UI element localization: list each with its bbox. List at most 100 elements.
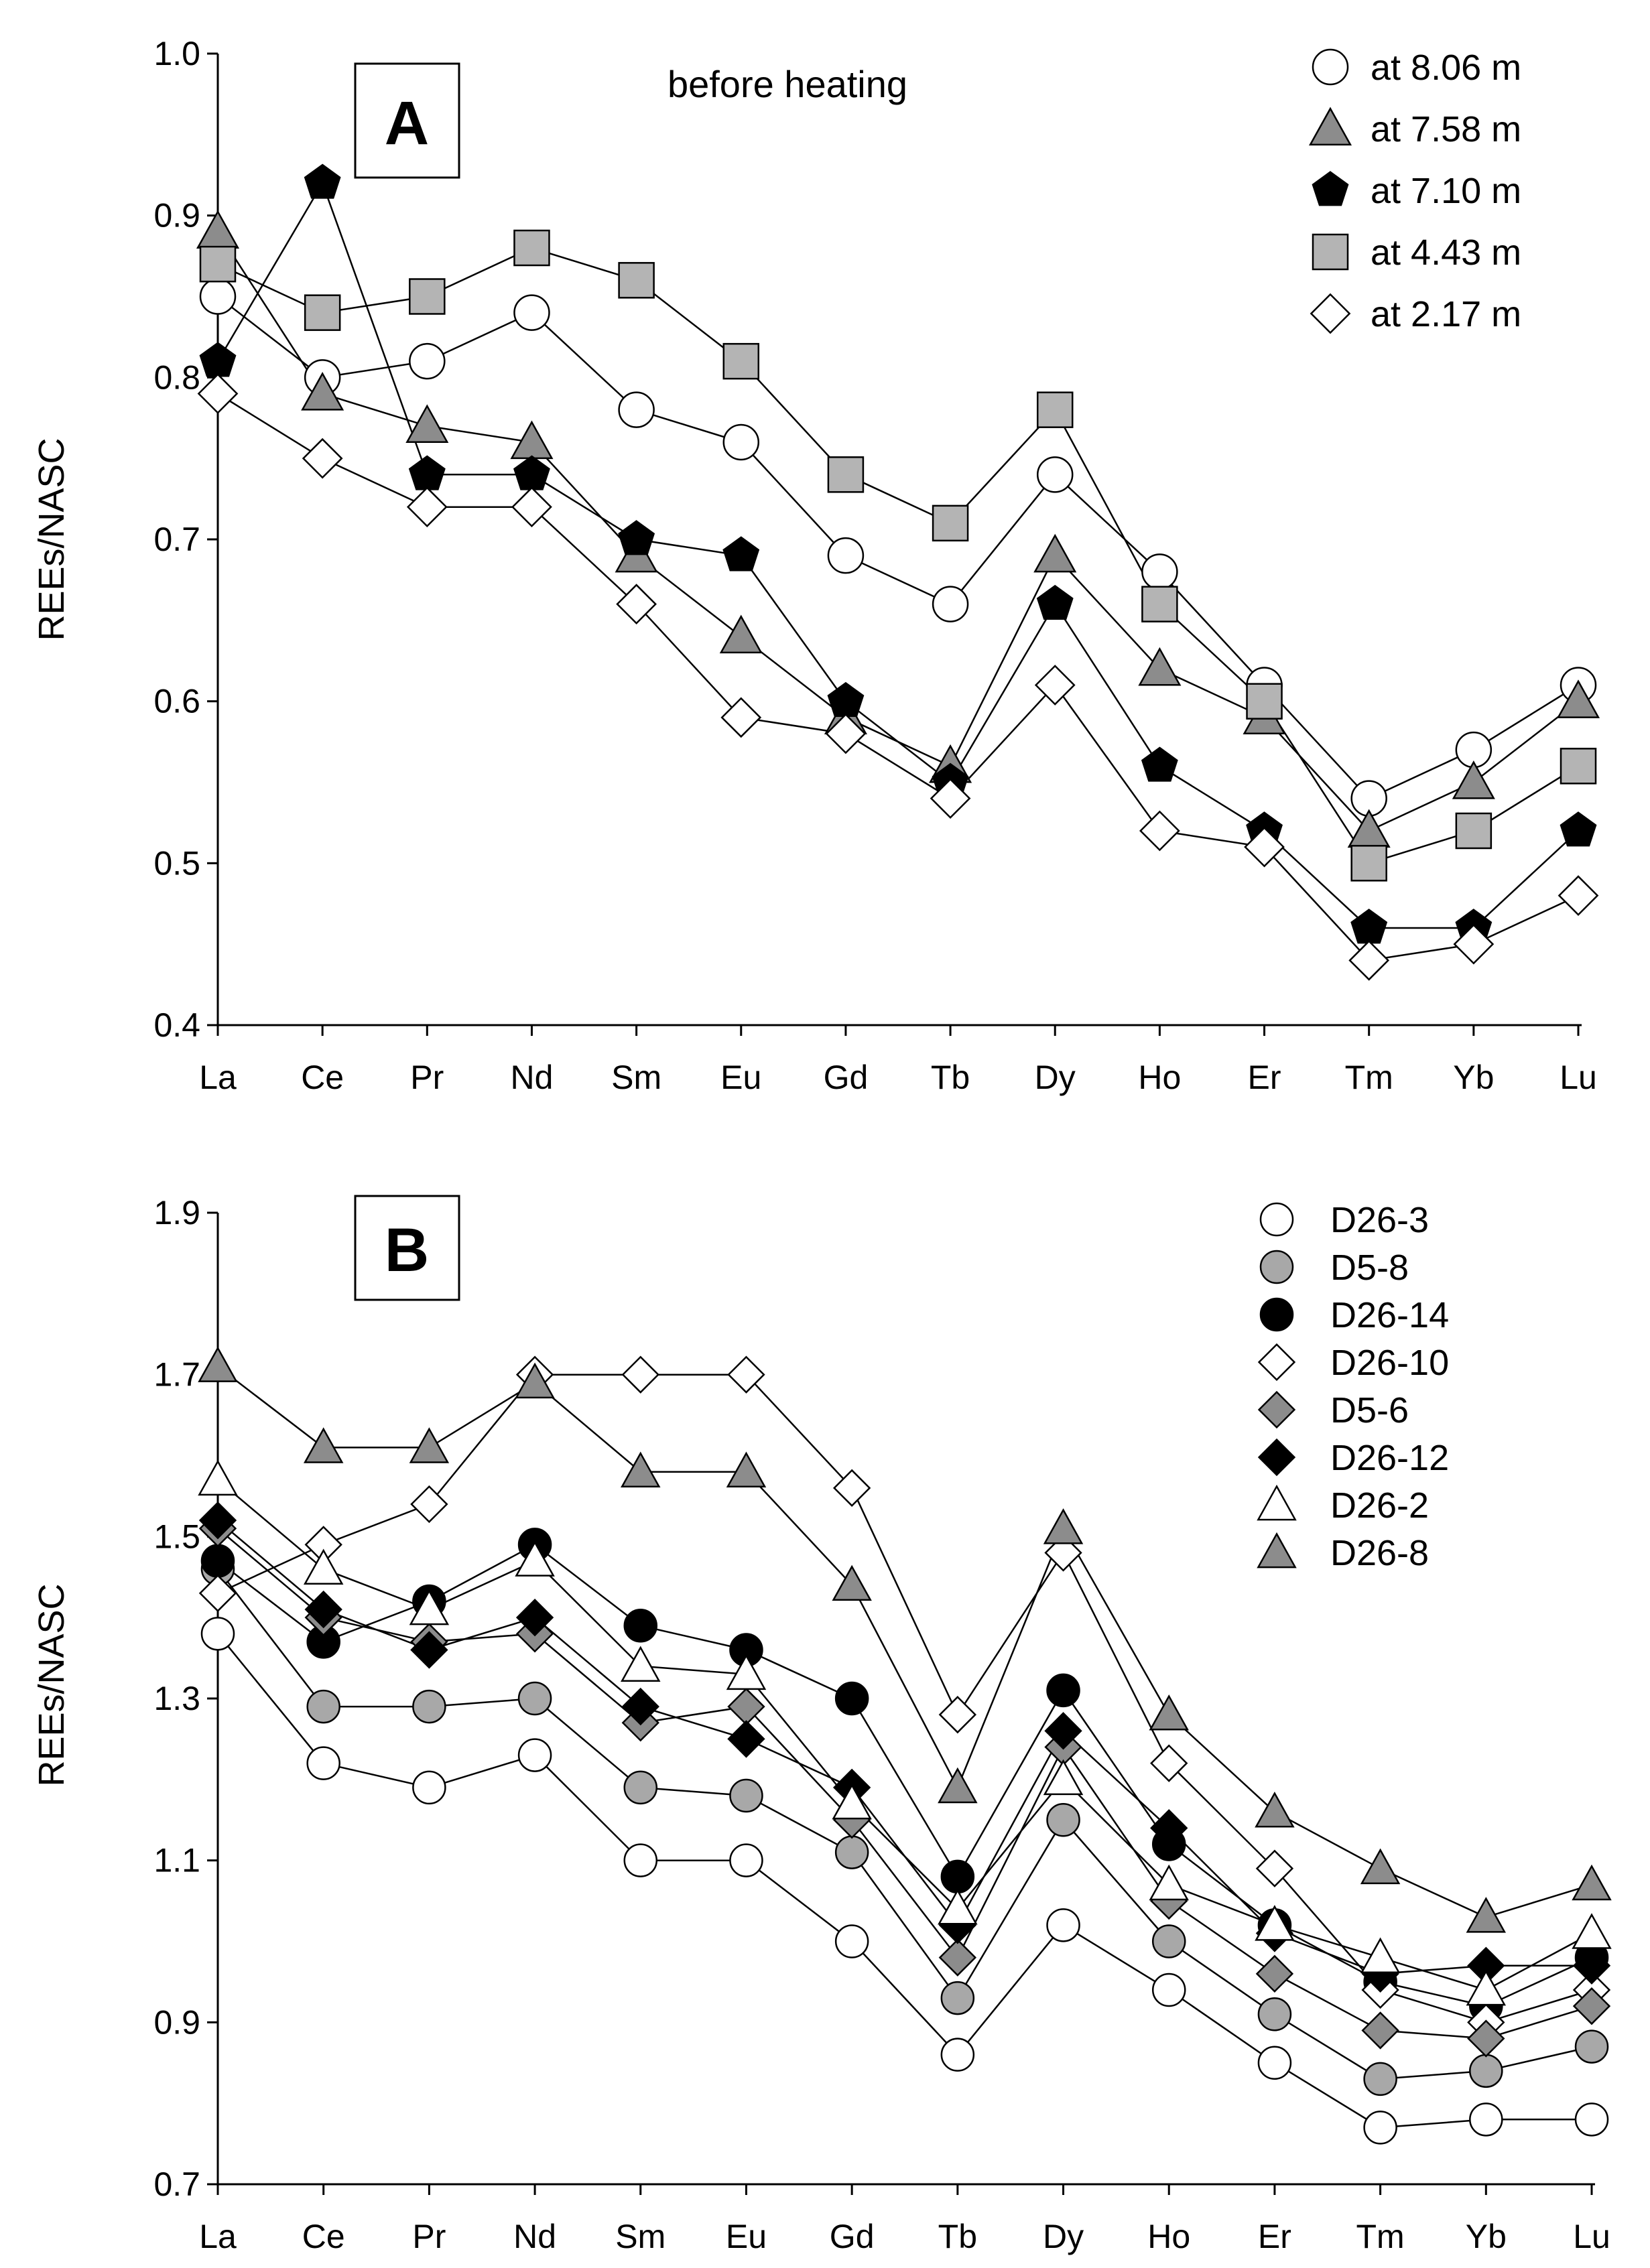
panel-b-legend-marker-d26-12 (1257, 1438, 1296, 1477)
panel-b-point-d5-8-sm (623, 1770, 658, 1805)
panel-b-point-d26-10-er (1255, 1849, 1294, 1887)
panel-b-point-d26-8-la (198, 1346, 238, 1382)
panel-a-legend-label-at-8-06-m: at 8.06 m (1371, 48, 1521, 88)
panel-b-point-d26-2-ce (303, 1548, 344, 1585)
panel-b-point-d26-3-gd (834, 1924, 869, 1958)
panel-b-x-tick-label-eu: Eu (726, 2218, 767, 2255)
panel-a-point-at-4-43-m-la (199, 245, 237, 283)
panel-a-point-at-4-43-m-pr (409, 278, 446, 315)
panel-b-point-d5-8-ce (306, 1689, 340, 1724)
panel-a-y-axis-title: REEs/NASC (31, 438, 72, 641)
panel-b-point-d26-12-nd (515, 1598, 554, 1637)
panel-b-y-tick-label: 1.7 (153, 1356, 200, 1394)
panel-a-point-at-2-17-m-eu (720, 697, 762, 738)
panel-a-x-tick-label-yb: Yb (1453, 1059, 1494, 1096)
panel-b-x-tick-label-tb: Tb (938, 2218, 977, 2255)
panel-a-x-tick-label-er: Er (1248, 1059, 1281, 1096)
panel-b-y-tick-label: 1.5 (153, 1518, 200, 1555)
panel-a-point-at-4-43-m-tb (932, 505, 969, 542)
panel-a-point-at-7-10-m-tm (1350, 909, 1388, 944)
panel-a-y-tick-label: 0.5 (153, 844, 200, 882)
panel-b-point-d26-3-dy (1046, 1908, 1080, 1942)
panel-a-point-at-7-10-m-sm (618, 520, 655, 555)
panel-b-x-tick-label-lu: Lu (1573, 2218, 1610, 2255)
panel-a-point-at-7-10-m-dy (1036, 584, 1074, 620)
panel-a-point-at-2-17-m-ho (1139, 810, 1180, 852)
panel-b-legend-label-d26-3: D26-3 (1330, 1200, 1429, 1240)
panel-b-point-d26-3-eu (729, 1843, 763, 1877)
panel-a-point-at-2-17-m-tb (930, 778, 971, 819)
panel-a-x-tick-label-tm: Tm (1345, 1059, 1393, 1096)
panel-b-point-d26-14-la (200, 1544, 235, 1578)
panel-b-legend-label-d26-2: D26-2 (1330, 1485, 1429, 1526)
panel-b-point-d5-8-nd (517, 1681, 552, 1716)
panel-b-point-d26-8-yb (1466, 1897, 1507, 1933)
panel-a: A before heating REEs/NASC 0.4 0.5 0.6 0.7 0… (31, 35, 1600, 1096)
panel-a-point-at-8-06-m-sm (618, 391, 655, 428)
panel-a-legend-label-at-2-17-m: at 2.17 m (1371, 294, 1521, 334)
panel-b-point-d5-8-lu (1574, 2029, 1609, 2064)
panel-b-legend-marker-d5-6 (1257, 1390, 1296, 1429)
panel-b-legend-label-d26-14: D26-14 (1330, 1295, 1449, 1335)
panel-a-point-at-7-10-m-ce (304, 163, 341, 199)
panel-a-x-tick-label-ho: Ho (1138, 1059, 1181, 1096)
panel-b-point-d5-6-er (1255, 1954, 1294, 1993)
panel-a-point-at-4-43-m-lu (1560, 748, 1597, 785)
panel-a-legend-label-at-7-10-m: at 7.10 m (1371, 171, 1521, 211)
panel-a-legend-marker-at-8-06-m (1312, 48, 1349, 86)
panel-b-point-d26-2-yb (1466, 1969, 1507, 2006)
panel-b: B REEs/NASC 0.7 0.9 1.1 1.3 1.5 1.7 1.9 La Ce Pr N… (31, 1194, 1612, 2255)
panel-b-y-tick-label: 0.7 (153, 2165, 200, 2203)
panel-a-point-at-4-43-m-sm (618, 262, 655, 299)
panel-b-point-d26-3-er (1257, 2046, 1292, 2080)
panel-b-point-d26-8-tm (1360, 1848, 1401, 1885)
panel-b-legend-marker-d26-10 (1257, 1343, 1296, 1382)
panel-b-point-d26-2-eu (726, 1654, 767, 1690)
panel-b-x-tick-label-yb: Yb (1466, 2218, 1507, 2255)
panel-a-point-at-4-43-m-yb (1455, 812, 1493, 850)
panel-a-point-at-8-06-m-la (199, 278, 237, 315)
panel-a-point-at-7-10-m-ho (1141, 746, 1178, 782)
panel-b-x-tick-label-ce: Ce (302, 2218, 345, 2255)
panel-b-x-tick-label-pr: Pr (412, 2218, 446, 2255)
panel-a-point-at-4-43-m-gd (827, 456, 865, 493)
panel-a-annotation: before heating (668, 63, 907, 105)
panel-a-point-at-2-17-m-yb (1453, 923, 1495, 965)
panel-a-x-tick-label-ce: Ce (301, 1059, 344, 1096)
panel-a-point-at-4-43-m-nd (513, 229, 550, 267)
panel-b-point-d26-14-gd (834, 1681, 869, 1716)
panel-b-x-tick-label-er: Er (1258, 2218, 1291, 2255)
panel-a-legend-marker-at-7-58-m (1308, 107, 1352, 146)
panel-b-point-d5-6-tm (1361, 2011, 1399, 2050)
panel-b-point-d5-8-eu (729, 1778, 763, 1813)
panel-a-point-at-7-58-m-la (196, 210, 240, 249)
panel-a-series-line-at-4-43-m (217, 247, 1579, 864)
panel-b-point-d26-8-dy (1043, 1508, 1084, 1544)
panel-a-point-at-2-17-m-nd (511, 486, 552, 528)
panel-b-legend-marker-d26-8 (1257, 1532, 1297, 1569)
panel-a-x-tick-label-nd: Nd (511, 1059, 554, 1096)
panel-a-point-at-7-58-m-eu (719, 614, 763, 654)
panel-b-legend-label-d26-12: D26-12 (1330, 1438, 1449, 1478)
panel-a-point-at-2-17-m-gd (825, 713, 867, 754)
panel-b-x-tick-label-nd: Nd (513, 2218, 556, 2255)
panel-a-point-at-8-06-m-gd (827, 537, 865, 574)
panel-b-point-d26-2-lu (1572, 1913, 1612, 1949)
panel-b-point-d26-12-pr (410, 1631, 448, 1669)
panel-a-series-line-at-8-06-m (217, 295, 1579, 800)
panel-b-point-d26-8-nd (515, 1362, 555, 1399)
panel-b-point-d26-8-sm (621, 1451, 661, 1487)
panel-b-point-d26-3-tm (1363, 2111, 1397, 2145)
panel-b-point-d5-8-tb (940, 1981, 975, 2015)
panel-b-point-d5-8-ho (1151, 1924, 1186, 1958)
panel-b-point-d26-2-ho (1149, 1864, 1189, 1901)
panel-b-point-d26-8-eu (726, 1451, 767, 1487)
panel-b-legend-marker-d26-14 (1259, 1297, 1294, 1332)
panel-b-x-tick-label-la: La (199, 2218, 237, 2255)
panel-b-point-d26-2-nd (515, 1540, 555, 1577)
panel-b-point-d26-12-lu (1572, 1946, 1611, 1985)
panel-a-x-tick-label-la: La (199, 1059, 237, 1096)
panel-a-point-at-2-17-m-ce (302, 438, 343, 479)
panel-b-point-d26-2-gd (832, 1783, 872, 1820)
